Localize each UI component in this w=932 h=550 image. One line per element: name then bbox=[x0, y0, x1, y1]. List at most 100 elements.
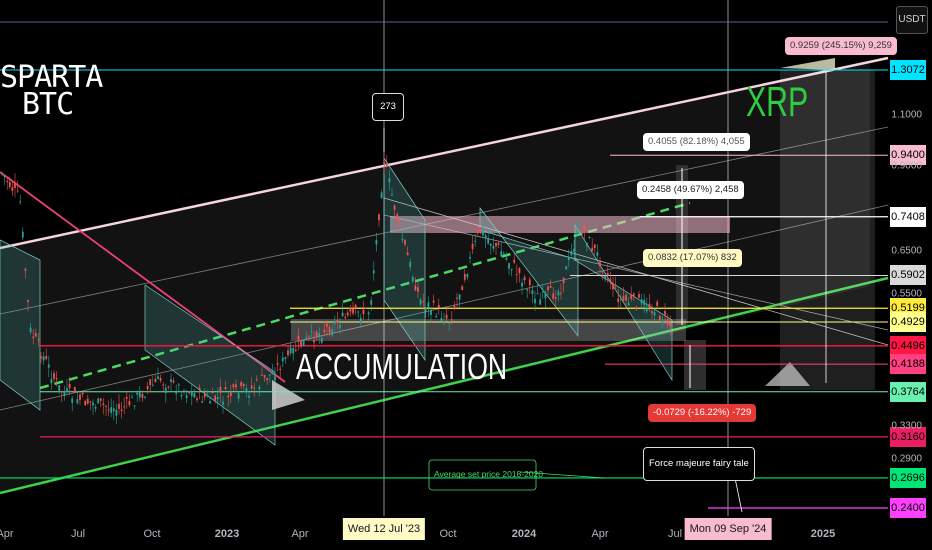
candle-body bbox=[276, 363, 279, 365]
triangle-marker-3 bbox=[780, 58, 835, 70]
candle-body bbox=[614, 284, 617, 287]
price-label-10: 0.3160 bbox=[890, 426, 926, 447]
candle-body bbox=[222, 401, 224, 405]
candle-body bbox=[482, 229, 484, 236]
candle-body bbox=[469, 257, 471, 259]
candle-body bbox=[375, 239, 378, 245]
candle-body bbox=[102, 403, 105, 406]
currency-button[interactable]: USDT bbox=[896, 6, 928, 34]
candle-body bbox=[573, 248, 575, 252]
candle-body bbox=[643, 299, 646, 306]
candle-body bbox=[593, 244, 596, 249]
force-majeure-label: Force majeure fairy tale bbox=[643, 447, 755, 481]
candle-body bbox=[294, 349, 297, 352]
candle-body bbox=[617, 298, 620, 303]
candle-body bbox=[534, 298, 536, 304]
candle-body bbox=[531, 290, 534, 295]
resistance-zone bbox=[390, 216, 730, 233]
candle-body bbox=[229, 391, 232, 397]
candle-body bbox=[328, 326, 331, 333]
candle-body bbox=[578, 222, 581, 224]
candle-body bbox=[73, 387, 76, 393]
time-highlight-1: Wed 12 Jul '23 bbox=[342, 518, 426, 540]
candle-body bbox=[245, 388, 248, 393]
price-tick-1: 1.1000 bbox=[891, 109, 922, 121]
candle-body bbox=[432, 300, 435, 303]
candle-body bbox=[419, 299, 422, 305]
price-tick-5: 0.3300 bbox=[891, 420, 922, 432]
candle-body bbox=[58, 385, 61, 391]
candle-body bbox=[489, 243, 492, 246]
drop-column bbox=[684, 340, 706, 390]
candle-body bbox=[149, 379, 152, 385]
candle-body bbox=[609, 279, 612, 283]
candle-body bbox=[339, 324, 341, 328]
candle-body bbox=[287, 350, 289, 356]
candle-body bbox=[450, 319, 453, 321]
price-label-3: 0.7408 bbox=[890, 206, 926, 227]
candle-body bbox=[385, 163, 388, 167]
candle-body bbox=[398, 221, 401, 224]
price-label-1: 1.3072 bbox=[890, 60, 926, 80]
candle-body bbox=[118, 403, 120, 409]
candle-body bbox=[263, 375, 266, 378]
candle-body bbox=[554, 297, 557, 299]
candle-body bbox=[146, 386, 149, 390]
price-label-9: 0.3764 bbox=[890, 381, 926, 402]
candle-body bbox=[242, 384, 245, 387]
candle-body bbox=[318, 333, 321, 337]
candle-body bbox=[331, 329, 334, 336]
candle-body bbox=[235, 384, 237, 388]
price-label-11: 0.2696 bbox=[890, 467, 926, 488]
candle-body bbox=[76, 399, 79, 404]
candle-body bbox=[632, 293, 635, 296]
time-tick-5: Apr bbox=[291, 528, 309, 540]
candle-body bbox=[362, 309, 365, 315]
candle-body bbox=[635, 306, 638, 310]
candle-body bbox=[409, 261, 412, 268]
candle-body bbox=[92, 402, 94, 406]
candle-body bbox=[424, 308, 427, 311]
candle-body bbox=[346, 312, 349, 316]
candle-body bbox=[437, 305, 440, 308]
candle-body bbox=[393, 205, 396, 210]
candle-body bbox=[144, 396, 146, 398]
candle-body bbox=[94, 406, 97, 409]
candle-body bbox=[55, 377, 58, 380]
candle-body bbox=[661, 321, 664, 324]
chart-title: XRP bbox=[746, 78, 809, 125]
candle-body bbox=[336, 320, 339, 323]
candle-body bbox=[240, 382, 243, 387]
candle-body bbox=[253, 387, 256, 389]
candle-body bbox=[588, 236, 591, 239]
candle-body bbox=[141, 393, 144, 398]
candle-body bbox=[203, 393, 206, 398]
candle-body bbox=[640, 299, 643, 304]
resistance-line-2 bbox=[383, 214, 889, 331]
candle-body bbox=[435, 315, 438, 317]
candle-body bbox=[445, 314, 448, 319]
candle-body bbox=[21, 231, 24, 238]
candle-body bbox=[258, 386, 261, 390]
candle-body bbox=[237, 393, 240, 399]
candle-body bbox=[37, 339, 40, 341]
candle-body bbox=[170, 379, 172, 382]
price-tick-4: 0.5500 bbox=[891, 288, 922, 300]
candle-body bbox=[66, 388, 68, 392]
candle-body bbox=[528, 279, 531, 286]
candle-body bbox=[196, 398, 198, 401]
candle-body bbox=[289, 347, 292, 354]
candle-body bbox=[539, 299, 542, 305]
pivot-count-label: 273 bbox=[372, 93, 404, 121]
price-label-8: 0.4188 bbox=[890, 354, 926, 375]
candle-body bbox=[1, 172, 3, 174]
candle-body bbox=[484, 235, 487, 238]
candle-body bbox=[84, 401, 87, 406]
candle-body bbox=[86, 398, 89, 404]
target-4-label: 0.9259 (245.15%) 9,259 bbox=[785, 37, 897, 55]
candle-body bbox=[406, 252, 409, 256]
candle-body bbox=[32, 336, 35, 338]
candle-body bbox=[427, 302, 430, 308]
